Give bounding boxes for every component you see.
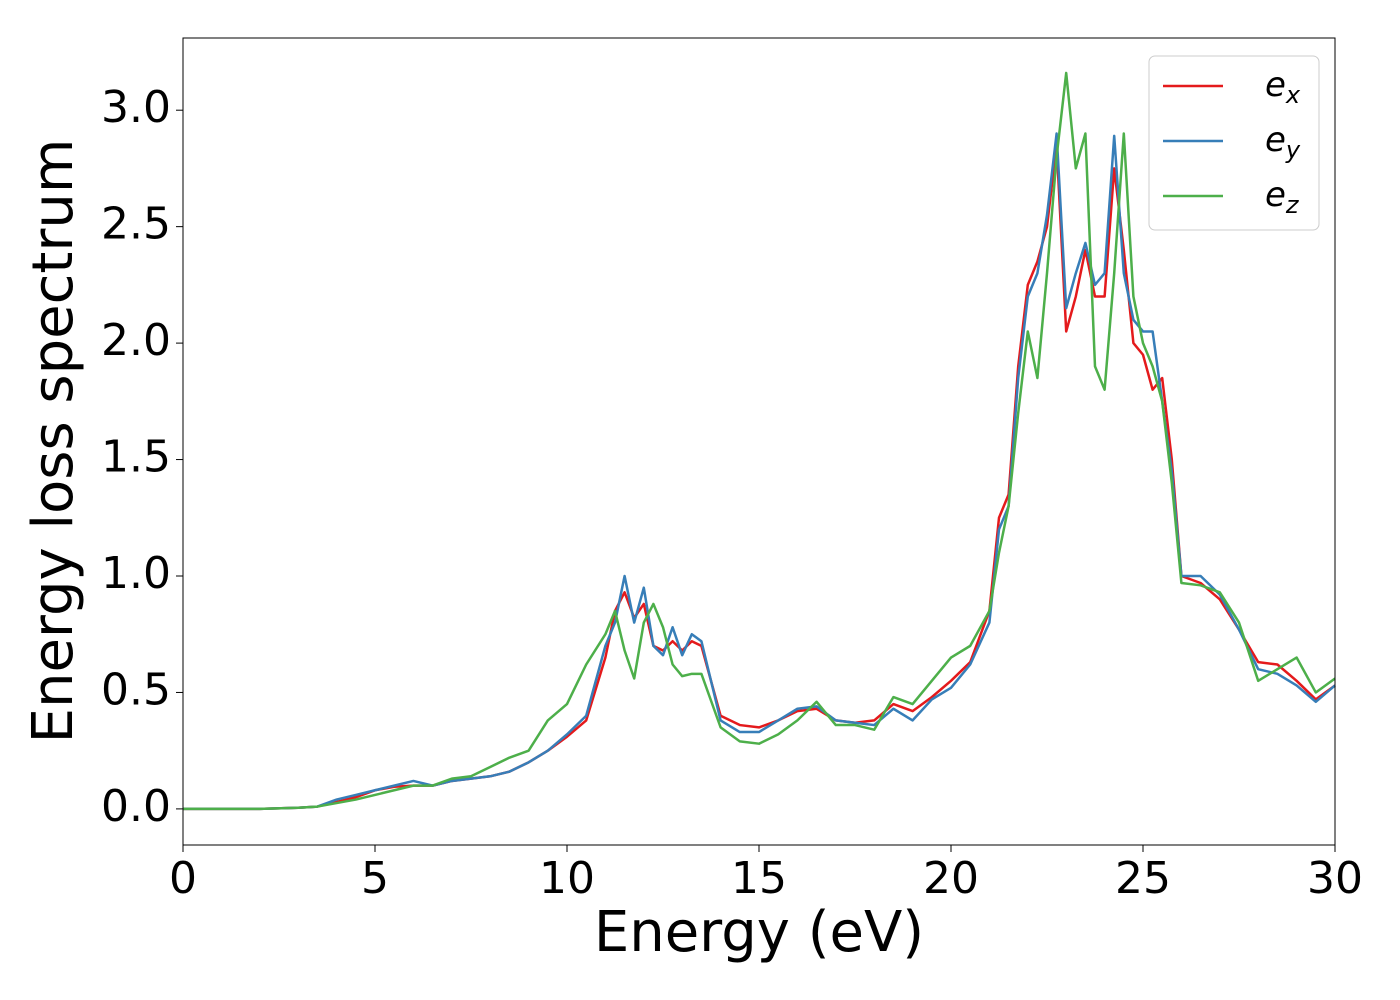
legend-label: ez — [1265, 175, 1300, 220]
series-line — [183, 143, 1336, 811]
x-tick-label: 0 — [169, 853, 197, 904]
x-tick-label: 25 — [1115, 853, 1171, 904]
y-axis-label: Energy loss spectrum — [21, 139, 86, 744]
series-line — [183, 132, 1336, 811]
x-tick-label: 5 — [361, 853, 389, 904]
x-tick-label: 30 — [1307, 853, 1363, 904]
legend-label: ey — [1265, 120, 1301, 165]
legend-label: ex — [1265, 65, 1301, 110]
x-axis-label: Energy (eV) — [594, 900, 924, 965]
legend-box — [1148, 55, 1320, 231]
plot-frame — [182, 37, 1336, 846]
y-tick-label: 1.5 — [101, 432, 171, 483]
x-tick-label: 10 — [539, 853, 595, 904]
x-tick-label: 15 — [731, 853, 787, 904]
series-line — [183, 71, 1336, 811]
y-tick-label: 0.0 — [101, 781, 171, 832]
y-tick-label: 1.0 — [101, 548, 171, 599]
y-tick-label: 0.5 — [101, 664, 171, 715]
x-tick-label: 20 — [923, 853, 979, 904]
y-tick-label: 2.5 — [101, 199, 171, 250]
y-tick-label: 2.0 — [101, 315, 171, 366]
y-tick-label: 3.0 — [101, 82, 171, 133]
